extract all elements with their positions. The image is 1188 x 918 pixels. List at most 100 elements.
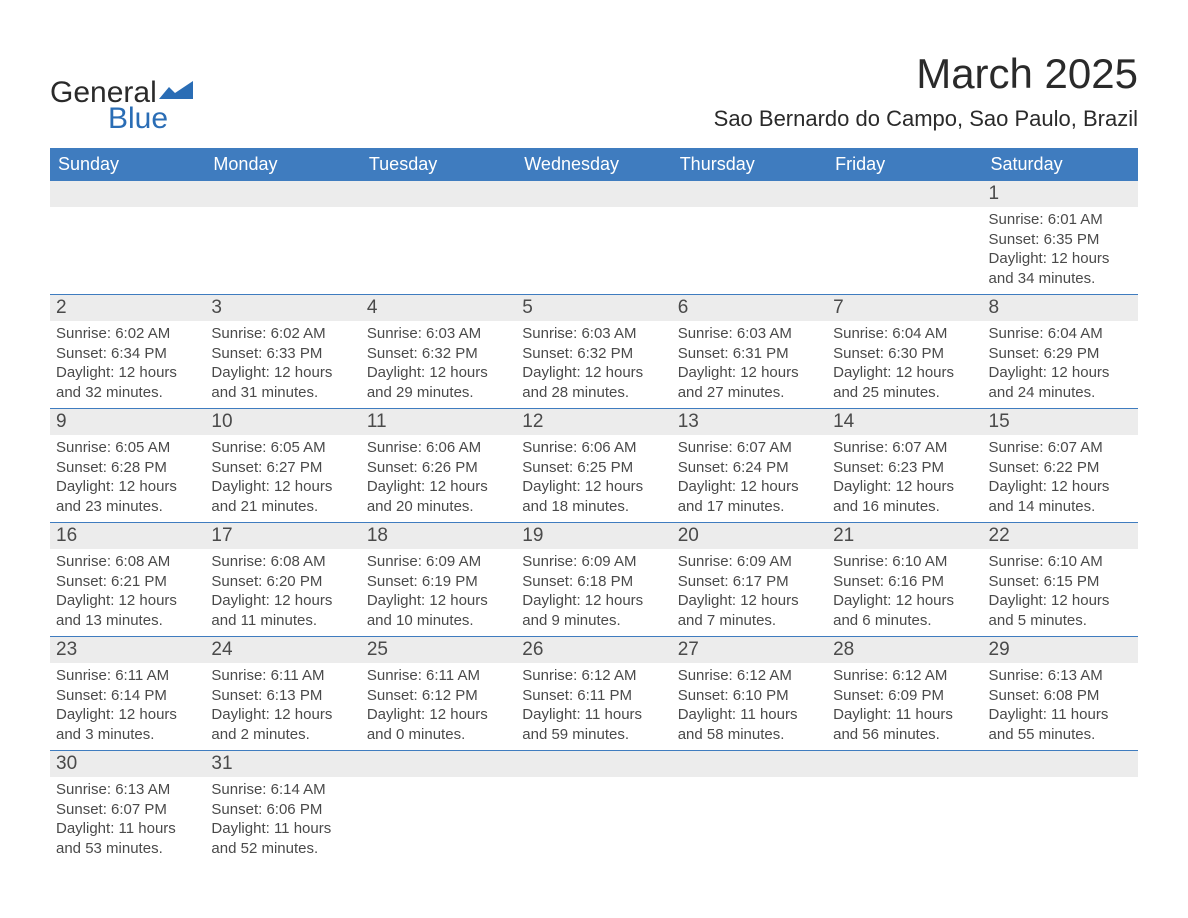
day-sunset: Sunset: 6:32 PM bbox=[367, 344, 510, 364]
day-sunrise: Sunrise: 6:09 AM bbox=[678, 552, 821, 572]
day-sunset: Sunset: 6:19 PM bbox=[367, 572, 510, 592]
day-sunset: Sunset: 6:07 PM bbox=[56, 800, 199, 820]
calendar-cell: 15Sunrise: 6:07 AMSunset: 6:22 PMDayligh… bbox=[983, 409, 1138, 522]
day-details bbox=[50, 207, 205, 277]
day-sunset: Sunset: 6:08 PM bbox=[989, 686, 1132, 706]
day-sunset: Sunset: 6:11 PM bbox=[522, 686, 665, 706]
calendar-cell: 5Sunrise: 6:03 AMSunset: 6:32 PMDaylight… bbox=[516, 295, 671, 408]
day-sunrise: Sunrise: 6:13 AM bbox=[56, 780, 199, 800]
day-number: 20 bbox=[672, 523, 827, 549]
day-number bbox=[672, 181, 827, 207]
calendar-cell bbox=[361, 751, 516, 864]
day-details bbox=[205, 207, 360, 277]
day-dl1: Daylight: 12 hours bbox=[56, 705, 199, 725]
day-dl2: and 3 minutes. bbox=[56, 725, 199, 745]
day-number bbox=[516, 751, 671, 777]
calendar-cell: 14Sunrise: 6:07 AMSunset: 6:23 PMDayligh… bbox=[827, 409, 982, 522]
day-details: Sunrise: 6:06 AMSunset: 6:25 PMDaylight:… bbox=[516, 435, 671, 522]
calendar-cell bbox=[361, 181, 516, 294]
day-dl1: Daylight: 12 hours bbox=[522, 591, 665, 611]
day-details: Sunrise: 6:07 AMSunset: 6:22 PMDaylight:… bbox=[983, 435, 1138, 522]
day-details: Sunrise: 6:03 AMSunset: 6:31 PMDaylight:… bbox=[672, 321, 827, 408]
day-sunrise: Sunrise: 6:01 AM bbox=[989, 210, 1132, 230]
day-details bbox=[983, 777, 1138, 847]
day-sunset: Sunset: 6:17 PM bbox=[678, 572, 821, 592]
day-dl2: and 56 minutes. bbox=[833, 725, 976, 745]
day-dl1: Daylight: 12 hours bbox=[989, 591, 1132, 611]
page-header: General Blue March 2025 Sao Bernardo do … bbox=[50, 50, 1138, 134]
day-number: 10 bbox=[205, 409, 360, 435]
day-dl1: Daylight: 12 hours bbox=[56, 363, 199, 383]
weekday-label: Wednesday bbox=[516, 148, 671, 181]
day-dl1: Daylight: 12 hours bbox=[211, 705, 354, 725]
day-details: Sunrise: 6:11 AMSunset: 6:13 PMDaylight:… bbox=[205, 663, 360, 750]
day-number: 21 bbox=[827, 523, 982, 549]
day-sunrise: Sunrise: 6:11 AM bbox=[56, 666, 199, 686]
day-details: Sunrise: 6:05 AMSunset: 6:28 PMDaylight:… bbox=[50, 435, 205, 522]
day-sunrise: Sunrise: 6:11 AM bbox=[367, 666, 510, 686]
day-dl2: and 18 minutes. bbox=[522, 497, 665, 517]
day-sunrise: Sunrise: 6:04 AM bbox=[833, 324, 976, 344]
day-details: Sunrise: 6:12 AMSunset: 6:09 PMDaylight:… bbox=[827, 663, 982, 750]
day-dl1: Daylight: 11 hours bbox=[56, 819, 199, 839]
day-dl1: Daylight: 12 hours bbox=[989, 249, 1132, 269]
day-sunrise: Sunrise: 6:04 AM bbox=[989, 324, 1132, 344]
calendar-cell: 10Sunrise: 6:05 AMSunset: 6:27 PMDayligh… bbox=[205, 409, 360, 522]
day-sunset: Sunset: 6:18 PM bbox=[522, 572, 665, 592]
calendar-cell bbox=[516, 751, 671, 864]
calendar-cell: 30Sunrise: 6:13 AMSunset: 6:07 PMDayligh… bbox=[50, 751, 205, 864]
calendar-cell: 16Sunrise: 6:08 AMSunset: 6:21 PMDayligh… bbox=[50, 523, 205, 636]
day-dl2: and 28 minutes. bbox=[522, 383, 665, 403]
day-sunrise: Sunrise: 6:07 AM bbox=[989, 438, 1132, 458]
day-dl2: and 2 minutes. bbox=[211, 725, 354, 745]
day-number: 25 bbox=[361, 637, 516, 663]
day-number bbox=[361, 751, 516, 777]
day-number: 8 bbox=[983, 295, 1138, 321]
calendar-cell: 11Sunrise: 6:06 AMSunset: 6:26 PMDayligh… bbox=[361, 409, 516, 522]
day-dl1: Daylight: 11 hours bbox=[678, 705, 821, 725]
day-number bbox=[50, 181, 205, 207]
day-details bbox=[516, 207, 671, 277]
day-sunrise: Sunrise: 6:12 AM bbox=[522, 666, 665, 686]
day-details: Sunrise: 6:01 AMSunset: 6:35 PMDaylight:… bbox=[983, 207, 1138, 294]
day-dl1: Daylight: 11 hours bbox=[211, 819, 354, 839]
day-details: Sunrise: 6:11 AMSunset: 6:12 PMDaylight:… bbox=[361, 663, 516, 750]
day-sunset: Sunset: 6:16 PM bbox=[833, 572, 976, 592]
day-number: 3 bbox=[205, 295, 360, 321]
day-dl1: Daylight: 12 hours bbox=[678, 363, 821, 383]
day-dl1: Daylight: 12 hours bbox=[678, 591, 821, 611]
day-sunrise: Sunrise: 6:06 AM bbox=[522, 438, 665, 458]
calendar-week: 1Sunrise: 6:01 AMSunset: 6:35 PMDaylight… bbox=[50, 181, 1138, 295]
calendar-cell: 18Sunrise: 6:09 AMSunset: 6:19 PMDayligh… bbox=[361, 523, 516, 636]
day-dl1: Daylight: 12 hours bbox=[989, 363, 1132, 383]
day-dl1: Daylight: 12 hours bbox=[678, 477, 821, 497]
weekday-label: Tuesday bbox=[361, 148, 516, 181]
day-sunset: Sunset: 6:23 PM bbox=[833, 458, 976, 478]
day-dl2: and 58 minutes. bbox=[678, 725, 821, 745]
calendar-cell: 17Sunrise: 6:08 AMSunset: 6:20 PMDayligh… bbox=[205, 523, 360, 636]
day-details: Sunrise: 6:09 AMSunset: 6:17 PMDaylight:… bbox=[672, 549, 827, 636]
day-sunrise: Sunrise: 6:05 AM bbox=[211, 438, 354, 458]
day-number bbox=[827, 751, 982, 777]
day-sunrise: Sunrise: 6:09 AM bbox=[367, 552, 510, 572]
day-dl1: Daylight: 12 hours bbox=[56, 591, 199, 611]
day-dl1: Daylight: 12 hours bbox=[833, 591, 976, 611]
day-number: 16 bbox=[50, 523, 205, 549]
day-sunset: Sunset: 6:22 PM bbox=[989, 458, 1132, 478]
calendar-cell bbox=[983, 751, 1138, 864]
day-details bbox=[672, 777, 827, 847]
day-number: 18 bbox=[361, 523, 516, 549]
calendar-cell bbox=[205, 181, 360, 294]
weekday-label: Friday bbox=[827, 148, 982, 181]
day-sunrise: Sunrise: 6:10 AM bbox=[989, 552, 1132, 572]
day-number: 2 bbox=[50, 295, 205, 321]
day-details: Sunrise: 6:10 AMSunset: 6:16 PMDaylight:… bbox=[827, 549, 982, 636]
day-sunset: Sunset: 6:24 PM bbox=[678, 458, 821, 478]
calendar-cell bbox=[827, 181, 982, 294]
day-sunrise: Sunrise: 6:06 AM bbox=[367, 438, 510, 458]
calendar-cell: 9Sunrise: 6:05 AMSunset: 6:28 PMDaylight… bbox=[50, 409, 205, 522]
day-details bbox=[827, 207, 982, 277]
day-number: 27 bbox=[672, 637, 827, 663]
calendar-body: 1Sunrise: 6:01 AMSunset: 6:35 PMDaylight… bbox=[50, 181, 1138, 864]
day-number: 28 bbox=[827, 637, 982, 663]
